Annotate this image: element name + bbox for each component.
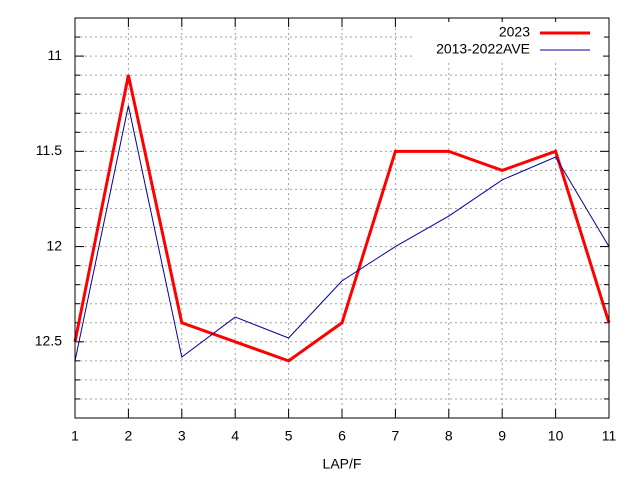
y-tick-label: 12.5 — [35, 333, 62, 349]
series-line — [73, 74, 611, 363]
series-line — [74, 105, 610, 361]
y-tick-label: 12 — [46, 237, 62, 253]
x-tick-label: 8 — [445, 428, 453, 444]
legend-background — [414, 22, 603, 60]
x-tick-label: 3 — [178, 428, 186, 444]
x-tick-label: 11 — [602, 428, 617, 444]
y-tick-label: 11.5 — [36, 142, 62, 158]
x-tick-label: 10 — [548, 428, 564, 444]
y-tick-label: 11 — [47, 47, 62, 63]
x-tick-label: 9 — [498, 428, 506, 444]
plot-frame — [74, 17, 610, 419]
legend-label: 2023 — [499, 24, 530, 40]
legend-label: 2013-2022AVE — [436, 41, 530, 57]
x-tick-label: 6 — [338, 428, 346, 444]
x-tick-label: 7 — [392, 428, 400, 444]
x-axis-label: LAP/F — [323, 456, 362, 472]
x-tick-label: 1 — [71, 428, 79, 444]
x-tick-label: 5 — [285, 428, 293, 444]
x-tick-label: 2 — [125, 428, 133, 444]
x-tick-label: 4 — [231, 428, 239, 444]
